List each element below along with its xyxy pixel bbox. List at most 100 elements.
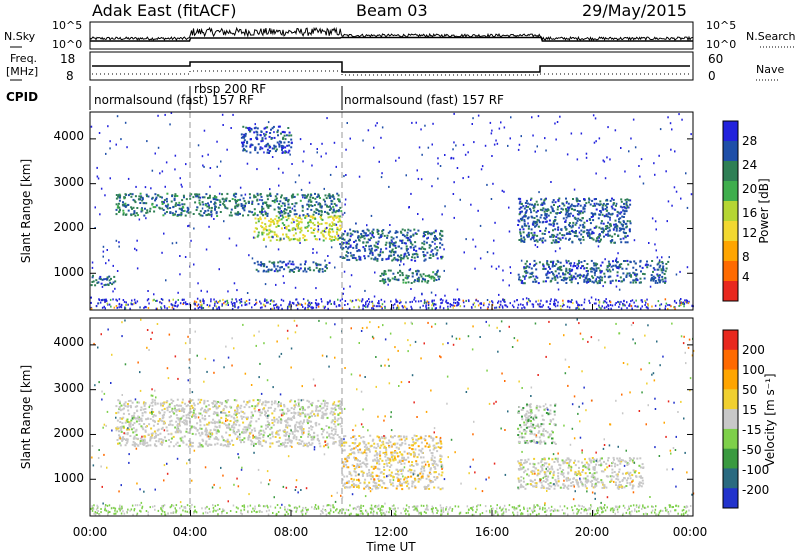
clutter-cell — [637, 305, 639, 308]
data-cell — [651, 260, 654, 262]
clutter-cell — [673, 306, 675, 309]
data-cell — [367, 234, 370, 237]
data-cell — [619, 266, 622, 269]
data-cell — [258, 399, 261, 401]
data-cell — [339, 439, 342, 442]
noise-panel: N.Sky 10^5 10^0 10^5 10^0 N.Search — [4, 19, 796, 51]
clutter-cell — [626, 301, 628, 304]
clutter-cell — [566, 305, 569, 308]
data-cell — [424, 278, 426, 281]
data-cell — [108, 279, 111, 282]
data-cell — [330, 421, 333, 424]
sparse-cell — [175, 241, 178, 244]
sparse-cell — [209, 185, 211, 188]
data-cell — [141, 426, 144, 429]
data-cell — [114, 280, 117, 283]
data-cell — [173, 408, 176, 411]
data-cell — [279, 266, 282, 269]
data-cell — [251, 144, 254, 147]
data-cell — [610, 241, 613, 244]
data-cell — [624, 260, 627, 262]
data-cell — [588, 235, 591, 238]
clutter-cell — [405, 301, 407, 304]
data-cell — [632, 279, 635, 282]
data-cell — [298, 268, 301, 271]
data-cell — [331, 413, 334, 416]
data-cell — [613, 226, 616, 229]
data-cell — [548, 271, 551, 274]
data-cell — [364, 257, 366, 260]
clutter-cell — [324, 305, 326, 308]
sparse-cell — [218, 268, 220, 271]
data-cell — [240, 136, 243, 139]
clutter-cell — [203, 302, 205, 305]
clutter-cell — [310, 306, 312, 309]
data-cell — [253, 131, 256, 134]
data-cell — [558, 266, 561, 269]
data-cell — [285, 227, 288, 230]
clutter-cell — [491, 301, 494, 304]
cpid-segment-3: normalsound (fast) 157 RF — [344, 93, 504, 107]
data-cell — [252, 214, 255, 216]
data-cell — [534, 280, 537, 283]
data-cell — [657, 278, 660, 281]
data-cell — [420, 275, 423, 278]
data-cell — [221, 197, 224, 200]
data-cell — [280, 196, 282, 199]
clutter-cell — [318, 303, 320, 306]
sparse-cell — [134, 247, 136, 250]
data-cell — [293, 267, 296, 270]
sparse-cell — [153, 293, 155, 296]
clutter-cell — [297, 301, 299, 304]
data-cell — [135, 434, 138, 436]
data-cell — [178, 444, 181, 447]
data-cell — [209, 443, 212, 446]
sparse-cell — [311, 164, 313, 167]
data-cell — [405, 249, 408, 252]
clutter-cell — [315, 299, 317, 302]
sparse-cell — [653, 162, 655, 165]
data-cell — [263, 227, 266, 230]
data-cell — [213, 195, 216, 198]
clutter-cell — [119, 305, 122, 308]
data-cell — [372, 236, 375, 239]
sparse-cell — [613, 228, 615, 231]
data-cell — [142, 408, 145, 411]
clutter-cell — [623, 299, 625, 302]
data-cell — [228, 200, 231, 202]
data-cell — [617, 235, 620, 237]
data-cell — [204, 203, 207, 206]
data-cell — [315, 208, 318, 211]
data-cell — [414, 241, 417, 244]
data-cell — [181, 199, 184, 202]
data-cell — [186, 210, 189, 213]
power-cb-tick-24: 24 — [742, 158, 757, 172]
data-cell — [428, 274, 431, 277]
colorbar-swatch — [723, 161, 738, 182]
clutter-cell — [486, 299, 489, 301]
data-cell — [91, 281, 94, 283]
data-cell — [589, 203, 592, 206]
data-cell — [224, 444, 227, 446]
data-cell — [563, 204, 566, 207]
clutter-cell — [234, 302, 236, 304]
sparse-cell — [615, 285, 618, 288]
clutter-cell — [185, 303, 187, 306]
data-cell — [260, 225, 263, 228]
data-cell — [626, 234, 629, 237]
data-cell — [107, 283, 109, 286]
data-cell — [550, 271, 553, 273]
data-cell — [338, 436, 341, 439]
data-cell — [269, 428, 272, 431]
data-cell — [590, 216, 593, 218]
data-cell — [192, 411, 195, 414]
data-cell — [621, 267, 624, 270]
clutter-cell — [598, 301, 601, 304]
data-cell — [117, 427, 120, 430]
data-cell — [523, 266, 526, 269]
data-cell — [601, 230, 603, 233]
data-cell — [240, 404, 243, 407]
data-cell — [551, 265, 554, 268]
clutter-cell — [522, 304, 524, 306]
data-cell — [556, 281, 559, 284]
